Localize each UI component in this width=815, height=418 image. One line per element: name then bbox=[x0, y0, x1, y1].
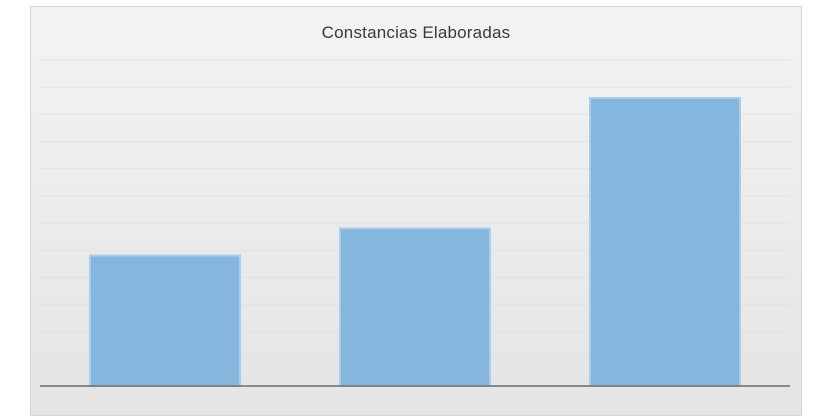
bar-1 bbox=[89, 254, 241, 387]
bar-3 bbox=[589, 97, 741, 388]
chart-title: Constancias Elaboradas bbox=[321, 23, 511, 42]
bar-2 bbox=[339, 227, 491, 387]
